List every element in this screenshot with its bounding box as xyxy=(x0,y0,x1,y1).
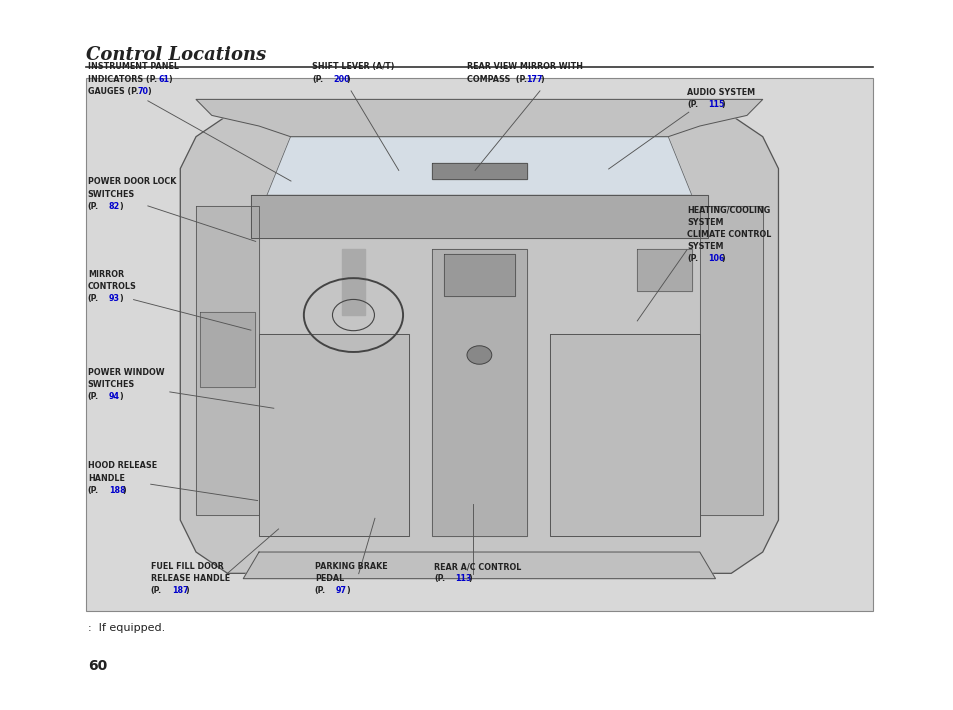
Text: (P.: (P. xyxy=(88,294,99,303)
Text: 187: 187 xyxy=(172,586,188,596)
Text: 61: 61 xyxy=(158,75,170,84)
Text: 200: 200 xyxy=(333,75,349,84)
Text: CLIMATE CONTROL: CLIMATE CONTROL xyxy=(686,230,770,239)
Polygon shape xyxy=(443,253,515,297)
Bar xyxy=(86,78,872,611)
Text: PARKING BRAKE: PARKING BRAKE xyxy=(314,562,387,572)
Text: ): ) xyxy=(119,294,123,303)
Polygon shape xyxy=(251,195,707,238)
Text: (P.: (P. xyxy=(88,202,99,211)
Text: ): ) xyxy=(169,75,172,84)
Text: :  If equipped.: : If equipped. xyxy=(88,623,165,633)
Text: (P.: (P. xyxy=(312,75,323,84)
Polygon shape xyxy=(267,136,691,195)
Text: (P.: (P. xyxy=(686,100,698,109)
Polygon shape xyxy=(180,115,778,574)
Text: ): ) xyxy=(122,486,126,495)
Text: ): ) xyxy=(468,574,472,584)
Text: (P.: (P. xyxy=(686,254,698,263)
Text: 97: 97 xyxy=(335,586,347,596)
Text: (P.: (P. xyxy=(88,486,99,495)
Text: REAR VIEW MIRROR WITH: REAR VIEW MIRROR WITH xyxy=(467,62,583,72)
Text: ): ) xyxy=(720,254,724,263)
Text: AUDIO SYSTEM: AUDIO SYSTEM xyxy=(686,88,754,97)
Text: FUEL FILL DOOR: FUEL FILL DOOR xyxy=(151,562,223,572)
Text: 60: 60 xyxy=(88,659,107,673)
Polygon shape xyxy=(196,206,258,515)
Circle shape xyxy=(466,346,491,364)
Text: ): ) xyxy=(346,75,350,84)
Text: 94: 94 xyxy=(109,392,120,401)
Text: ): ) xyxy=(346,586,350,596)
Polygon shape xyxy=(341,248,365,315)
Polygon shape xyxy=(200,312,254,387)
Text: SWITCHES: SWITCHES xyxy=(88,190,135,199)
Text: POWER DOOR LOCK: POWER DOOR LOCK xyxy=(88,178,176,187)
Text: HOOD RELEASE: HOOD RELEASE xyxy=(88,462,156,471)
Polygon shape xyxy=(432,248,526,536)
Text: RELEASE HANDLE: RELEASE HANDLE xyxy=(151,574,230,584)
Text: SYSTEM: SYSTEM xyxy=(686,218,722,227)
Polygon shape xyxy=(243,552,715,579)
Text: INDICATORS (P.: INDICATORS (P. xyxy=(88,75,156,84)
Text: INSTRUMENT PANEL: INSTRUMENT PANEL xyxy=(88,62,178,72)
Text: ): ) xyxy=(148,87,152,96)
Text: ): ) xyxy=(720,100,724,109)
Text: GAUGES (P.: GAUGES (P. xyxy=(88,87,138,96)
Text: 177: 177 xyxy=(526,75,542,84)
Text: ): ) xyxy=(119,202,123,211)
Polygon shape xyxy=(636,248,691,291)
Text: 70: 70 xyxy=(137,87,149,96)
Text: MIRROR: MIRROR xyxy=(88,270,124,279)
Text: HEATING/COOLING: HEATING/COOLING xyxy=(686,206,769,215)
Text: ): ) xyxy=(539,75,543,84)
Text: COMPASS  (P.: COMPASS (P. xyxy=(467,75,527,84)
Polygon shape xyxy=(196,99,761,136)
Text: (P.: (P. xyxy=(434,574,445,584)
Text: 93: 93 xyxy=(109,294,120,303)
Text: HANDLE: HANDLE xyxy=(88,474,125,483)
Text: 106: 106 xyxy=(707,254,723,263)
Text: (P.: (P. xyxy=(88,392,99,401)
Text: 115: 115 xyxy=(707,100,723,109)
Text: 113: 113 xyxy=(455,574,471,584)
Text: SYSTEM: SYSTEM xyxy=(686,242,722,251)
Polygon shape xyxy=(699,206,761,515)
Text: (P.: (P. xyxy=(151,586,162,596)
Text: CONTROLS: CONTROLS xyxy=(88,282,136,291)
Text: POWER WINDOW: POWER WINDOW xyxy=(88,368,164,377)
Text: REAR A/C CONTROL: REAR A/C CONTROL xyxy=(434,562,521,572)
Polygon shape xyxy=(432,163,526,179)
Text: 82: 82 xyxy=(109,202,120,211)
Text: PEDAL: PEDAL xyxy=(314,574,344,584)
Text: Control Locations: Control Locations xyxy=(86,46,266,64)
Text: 188: 188 xyxy=(109,486,126,495)
Text: SWITCHES: SWITCHES xyxy=(88,380,135,389)
Text: ): ) xyxy=(119,392,123,401)
Polygon shape xyxy=(258,334,408,536)
Text: ): ) xyxy=(185,586,189,596)
Text: (P.: (P. xyxy=(314,586,326,596)
Polygon shape xyxy=(550,334,699,536)
Text: SHIFT LEVER (A/T): SHIFT LEVER (A/T) xyxy=(312,62,394,72)
